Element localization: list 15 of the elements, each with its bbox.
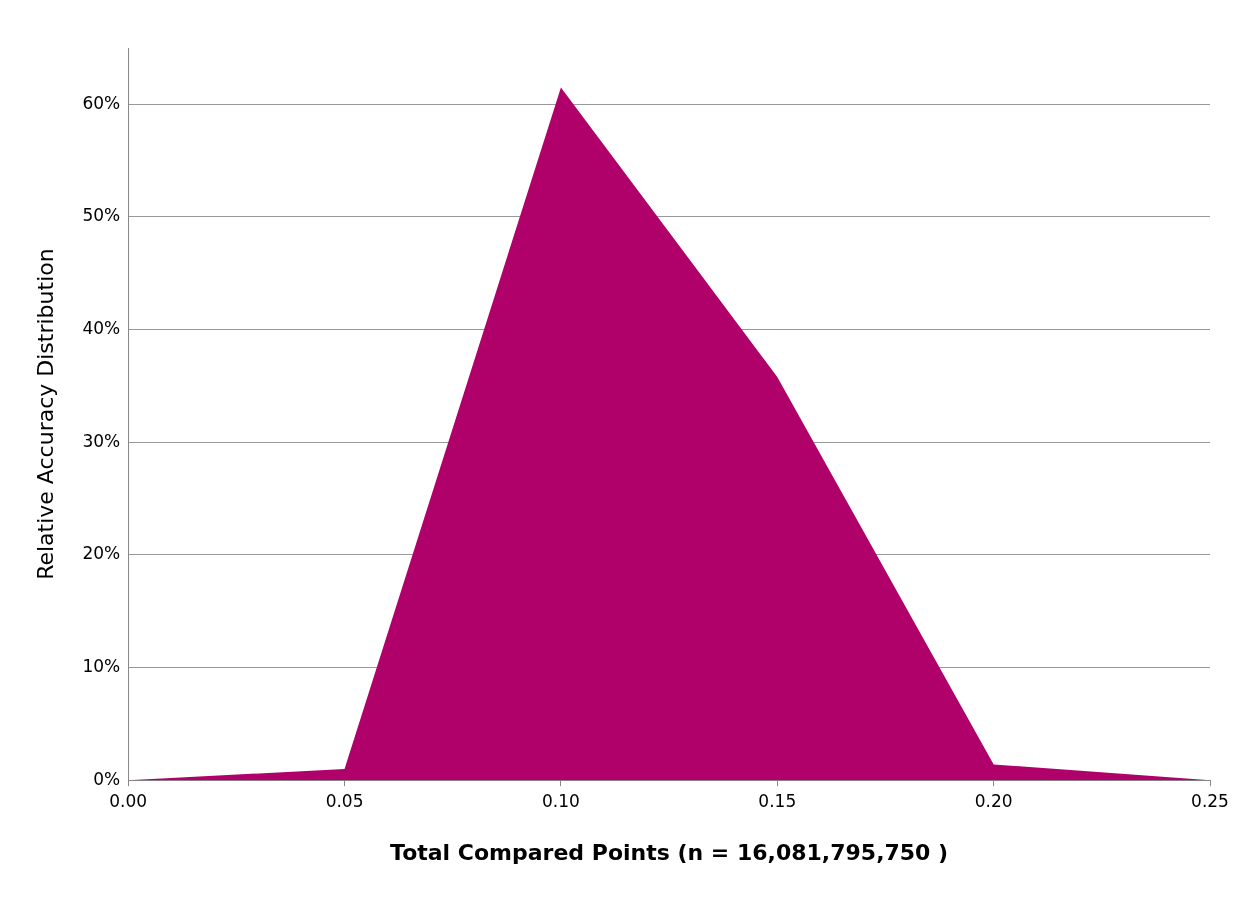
y-tick-label: 30%	[82, 430, 121, 451]
x-tick-label: 0.10	[541, 790, 580, 811]
y-tick-label: 10%	[82, 655, 121, 676]
y-tick-label: 20%	[82, 543, 121, 564]
x-tick-label: 0.00	[109, 790, 148, 811]
x-tick-label: 0.15	[758, 790, 797, 811]
y-axis-title: Relative Accuracy Distribution	[32, 248, 58, 580]
y-tick-label: 60%	[82, 92, 121, 113]
x-tick-label: 0.05	[325, 790, 364, 811]
x-tick-label: 0.25	[1191, 790, 1229, 811]
x-tick-label: 0.20	[974, 790, 1013, 811]
y-tick-label: 50%	[82, 205, 121, 226]
y-tick-label: 0%	[93, 768, 121, 789]
x-axis-title: Total Compared Points (n = 16,081,795,750 )	[390, 839, 949, 865]
y-tick-label: 40%	[82, 318, 121, 339]
